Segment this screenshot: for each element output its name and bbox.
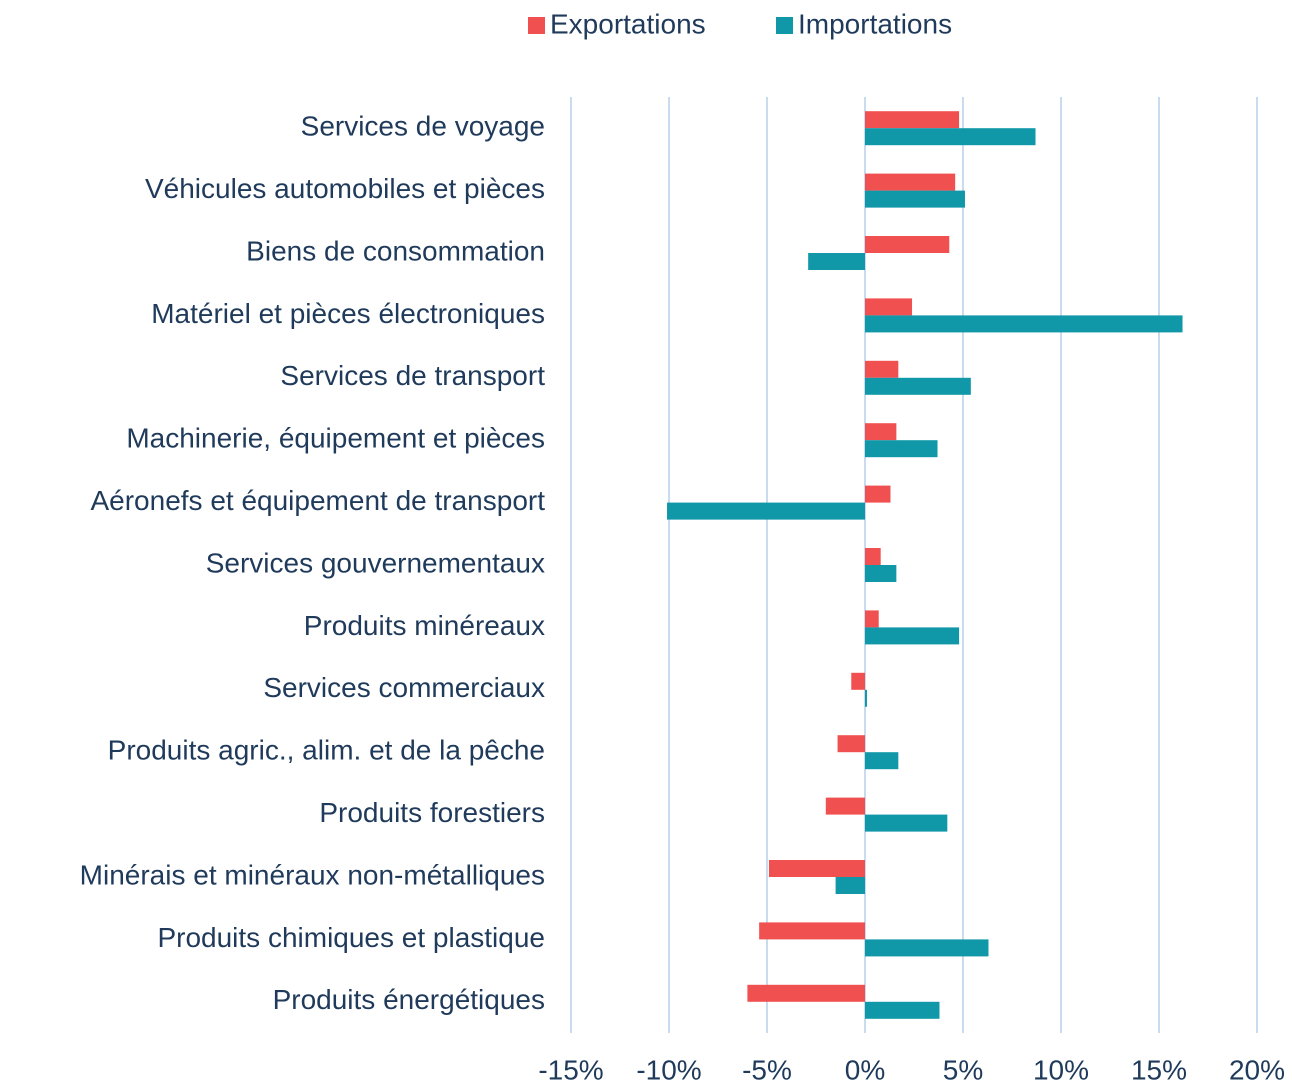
y-tick-label: Produits chimiques et plastique bbox=[157, 922, 545, 953]
bar bbox=[865, 173, 956, 191]
bar bbox=[747, 984, 865, 1002]
y-tick-label: Services gouvernementaux bbox=[206, 547, 545, 578]
bar bbox=[865, 565, 897, 582]
bar bbox=[865, 236, 950, 253]
bar bbox=[865, 377, 971, 395]
bar bbox=[865, 128, 1036, 146]
y-tick-label: Produits agric., alim. et de la pêche bbox=[108, 735, 545, 766]
x-tick-label: 15% bbox=[1131, 1054, 1187, 1084]
y-tick-label: Services de transport bbox=[280, 360, 545, 391]
legend-swatch bbox=[776, 17, 793, 34]
bar bbox=[865, 485, 891, 503]
bar bbox=[865, 610, 879, 628]
x-tick-label: 0% bbox=[845, 1054, 885, 1084]
y-tick-label: Produits minéreaux bbox=[304, 610, 545, 641]
x-tick-label: 20% bbox=[1229, 1054, 1285, 1084]
legend-swatch bbox=[528, 17, 545, 34]
bar bbox=[865, 689, 867, 707]
bar bbox=[865, 111, 960, 129]
bar bbox=[768, 860, 865, 877]
bar bbox=[865, 548, 881, 565]
bar bbox=[865, 939, 989, 957]
legend-label: Exportations bbox=[550, 8, 706, 39]
bar bbox=[667, 502, 865, 520]
legend-label: Importations bbox=[798, 8, 952, 39]
y-tick-label: Véhicules automobiles et pièces bbox=[145, 173, 545, 204]
bar bbox=[808, 253, 865, 270]
bar bbox=[865, 190, 965, 208]
y-tick-label: Produits forestiers bbox=[319, 797, 545, 828]
y-tick-label: Produits énergétiques bbox=[273, 984, 545, 1015]
x-tick-label: -10% bbox=[636, 1054, 701, 1084]
bar bbox=[865, 315, 1183, 333]
y-tick-label: Biens de consommation bbox=[246, 235, 545, 266]
bar bbox=[837, 735, 865, 753]
bar bbox=[865, 814, 948, 832]
bar bbox=[865, 440, 938, 458]
x-tick-label: 5% bbox=[943, 1054, 983, 1084]
bar bbox=[851, 672, 865, 690]
bar bbox=[865, 627, 960, 645]
y-tick-label: Machinerie, équipement et pièces bbox=[126, 423, 545, 454]
y-tick-label: Minérais et minéraux non-métalliques bbox=[80, 859, 545, 890]
y-tick-label: Services commerciaux bbox=[263, 672, 545, 703]
x-tick-label: -15% bbox=[538, 1054, 603, 1084]
bar bbox=[835, 877, 865, 894]
bar bbox=[865, 1001, 940, 1019]
y-tick-label: Matériel et pièces électroniques bbox=[151, 298, 545, 329]
y-tick-label: Services de voyage bbox=[301, 111, 545, 142]
bar bbox=[759, 922, 865, 940]
bar bbox=[865, 423, 897, 441]
y-tick-label: Aéronefs et équipement de transport bbox=[90, 485, 545, 516]
bar bbox=[865, 752, 899, 770]
bar bbox=[865, 360, 899, 378]
bar bbox=[825, 797, 865, 815]
bar bbox=[865, 298, 913, 316]
x-tick-label: -5% bbox=[742, 1054, 792, 1084]
x-tick-label: 10% bbox=[1033, 1054, 1089, 1084]
